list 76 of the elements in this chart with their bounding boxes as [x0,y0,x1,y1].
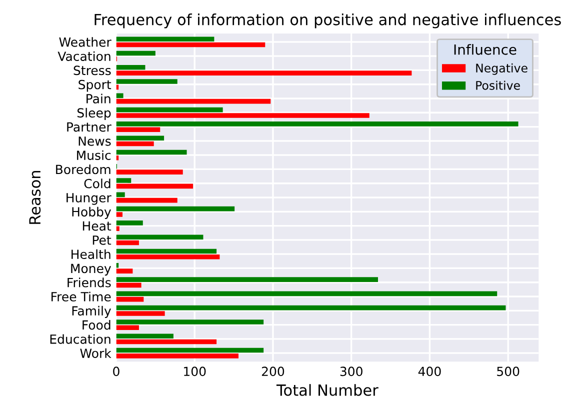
x-axis-title: Total Number [276,384,378,396]
bar [116,348,264,353]
bar [116,127,160,132]
bar [116,113,370,118]
bar [116,184,194,189]
bar [116,141,154,146]
bar [116,178,132,183]
bar [116,277,378,282]
bar [116,311,165,316]
bar [116,282,142,288]
legend-title: Influence [454,44,516,55]
y-tick-label: Free Time [52,292,111,302]
y-tick-label: Health [72,249,110,260]
x-tick-label: 100 [184,366,206,376]
bar [116,150,187,155]
x-tick-label: 300 [340,366,362,376]
bar [116,320,264,324]
bar [116,240,139,246]
y-tick-label: Pet [92,236,112,245]
y-tick-label: Heat [82,221,112,231]
y-tick-label: Education [50,334,110,344]
bar [116,170,183,174]
bar [116,220,143,226]
y-tick-label: Work [80,348,112,358]
bar [116,64,146,70]
bar [116,226,120,232]
bar [116,206,235,212]
legend-label: Positive [476,80,520,90]
y-tick-label: Food [82,320,110,330]
y-tick-label: Music [77,150,111,160]
bar [116,305,506,310]
bar [116,50,156,56]
bar [116,212,123,217]
y-tick-label: Sleep [77,108,111,120]
y-tick-label: Weather [59,37,112,47]
bar [116,296,144,302]
bar [116,325,139,330]
y-tick-label: News [78,136,111,146]
x-tick-label: 200 [262,366,284,376]
y-tick-label: Sport [78,80,112,92]
bar [116,291,498,296]
y-tick-label: Money [71,264,111,276]
bar [116,198,178,203]
bar [116,107,223,112]
y-tick-label: Vacation [58,51,110,61]
y-tick-label: Stress [74,66,111,76]
x-tick-label: 0 [113,366,120,376]
legend-label: Negative [476,63,528,75]
bar [116,70,412,76]
bar [116,268,133,274]
bar [116,234,204,240]
bar [116,254,220,260]
y-tick-label: Hunger [66,193,112,205]
bar [116,122,518,126]
chart-title: Frequency of information on positive and negative influences [94,14,561,28]
bar [116,248,217,254]
x-tick-label: 500 [497,366,520,376]
y-tick-label: Boredom [56,164,110,174]
bar [116,354,238,358]
x-tick-label: 400 [418,366,441,376]
bar [116,42,266,48]
y-tick-label: Hobby [72,206,111,219]
y-tick-label: Friends [68,278,111,288]
bar [116,79,178,84]
bar [116,192,125,198]
bar [116,93,124,98]
bar [116,98,271,104]
y-tick-label: Pain [86,94,110,104]
y-axis-title: Reason [29,170,41,224]
y-tick-label: Partner [67,122,112,132]
bar [116,339,217,344]
y-tick-label: Family [72,306,111,318]
y-tick-label: Cold [84,178,110,188]
bar [116,136,164,141]
bar [116,334,174,339]
bar [116,36,214,42]
